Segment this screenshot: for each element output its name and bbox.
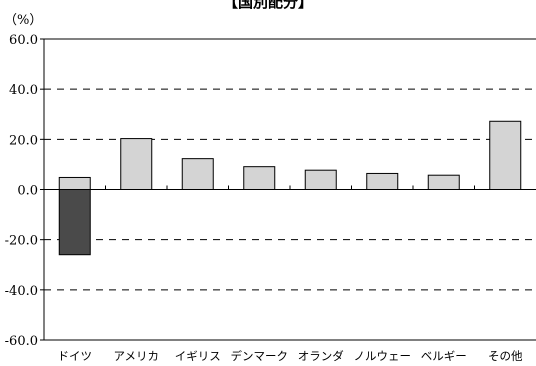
y-tick-label: 40.0 <box>9 83 38 98</box>
x-category-label: ベルギー <box>421 349 467 363</box>
y-tick-label: 0.0 <box>17 184 38 199</box>
x-category-labels: ドイツ アメリカ イギリス デンマーク オランダ ノルウェー ベルギー その他 <box>58 349 523 363</box>
y-unit-label: （%） <box>4 13 42 28</box>
x-category-label: オランダ <box>298 349 344 363</box>
y-tick-label: -20.0 <box>5 234 38 249</box>
bars <box>58 120 522 256</box>
x-category-label: ドイツ <box>58 349 93 363</box>
bar-positive <box>489 120 522 190</box>
bar-positive <box>181 158 214 191</box>
bar-positive <box>427 174 460 190</box>
chart-title: 【国別配分】 <box>223 0 313 11</box>
bar-positive <box>304 169 337 191</box>
axes <box>40 38 536 341</box>
x-category-label: イギリス <box>175 349 221 363</box>
x-category-label: ノルウェー <box>354 349 412 363</box>
bar-positive <box>366 172 399 191</box>
y-tick-label: 20.0 <box>9 133 38 148</box>
y-tick-label: -60.0 <box>5 334 38 349</box>
x-category-label: デンマーク <box>231 349 289 363</box>
x-category-label: アメリカ <box>114 349 159 363</box>
y-tick-labels: 60.0 40.0 20.0 0.0 -20.0 -40.0 -60.0 <box>5 33 38 349</box>
bar-negative <box>58 189 91 256</box>
bar-positive <box>58 176 91 191</box>
bar-positive <box>120 138 153 190</box>
x-category-label: その他 <box>488 349 523 363</box>
y-tick-label: 60.0 <box>9 33 38 48</box>
y-tick-label: -40.0 <box>5 284 38 299</box>
bar-positive <box>243 166 276 190</box>
